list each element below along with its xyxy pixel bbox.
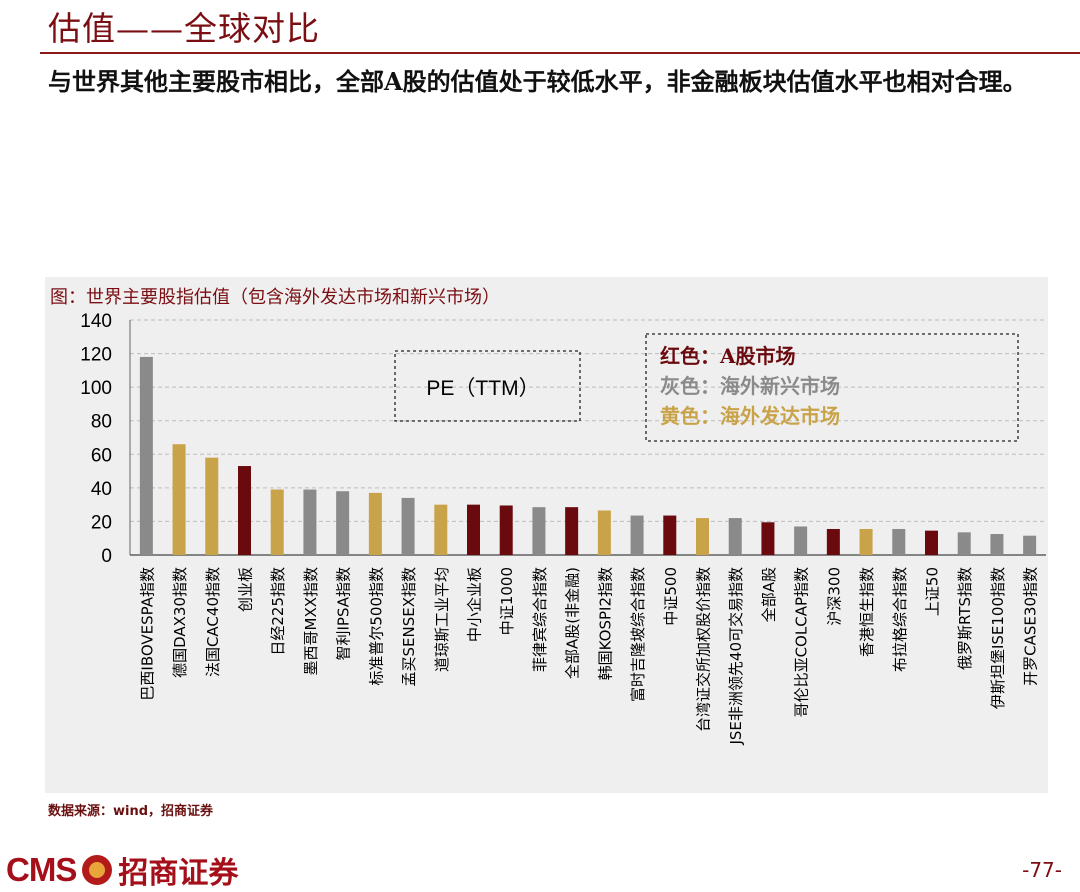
bar <box>467 504 480 555</box>
x-category-label: 上证50 <box>924 567 942 616</box>
bar <box>925 530 938 555</box>
bar <box>859 528 873 555</box>
x-category-label: 台湾证交所加权股价指数 <box>695 567 713 732</box>
x-category-label: 智利IPSA指数 <box>335 567 353 661</box>
bar <box>957 532 971 555</box>
x-category-label: 布拉格综合指数 <box>891 567 909 672</box>
x-category-label: 墨西哥MXX指数 <box>302 567 320 676</box>
x-category-label: 开罗CASE30指数 <box>1022 567 1040 686</box>
brand-cms-text: CMS <box>6 851 77 888</box>
x-category-label: 哥伦比亚COLCAP指数 <box>793 567 811 717</box>
bar <box>892 528 906 555</box>
bar <box>565 507 579 555</box>
data-source: 数据来源：wind，招商证券 <box>48 804 214 819</box>
bar <box>826 528 840 555</box>
page-subtitle: 与世界其他主要股市相比，全部A股的估值处于较低水平，非金融板块估值水平也相对合理… <box>48 67 1027 96</box>
legend-entry: 灰色：海外新兴市场 <box>660 374 840 398</box>
brand-logo: CMS 招商证券 <box>6 848 238 892</box>
x-category-label: JSE非洲领先40可交易指数 <box>727 567 745 746</box>
x-category-label: 全部A股(非金融) <box>564 567 582 679</box>
legend-box <box>645 333 1019 442</box>
legend-text: 海外发达市场 <box>720 404 840 428</box>
bar <box>532 507 546 555</box>
bar <box>728 518 742 555</box>
legend-text: 海外新兴市场 <box>720 374 840 398</box>
x-category-label: 道琼斯工业平均 <box>433 567 451 672</box>
bar <box>368 492 382 555</box>
page-number: -77- <box>1022 858 1062 882</box>
y-tick-label: 100 <box>80 378 112 399</box>
bar <box>761 522 775 555</box>
bar <box>238 466 251 555</box>
page-title: 估值——全球对比 <box>48 9 320 48</box>
x-category-label: 香港恒生指数 <box>858 567 876 657</box>
y-tick-label: 80 <box>91 412 112 433</box>
bar <box>990 534 1004 555</box>
bar <box>499 505 513 555</box>
y-tick-label: 20 <box>91 512 112 533</box>
bar <box>434 504 448 555</box>
y-tick-label: 0 <box>101 546 112 567</box>
legend-label: 黄色： <box>660 404 720 428</box>
bar <box>303 489 317 555</box>
x-category-label: 沪深300 <box>825 567 843 626</box>
x-category-label: 德国DAX30指数 <box>171 567 189 678</box>
bar <box>205 457 219 555</box>
title-divider <box>40 52 1080 54</box>
bar <box>401 497 415 555</box>
bar <box>336 491 350 555</box>
legend-text: A股市场 <box>719 344 796 368</box>
x-category-label: 日经225指数 <box>269 567 287 656</box>
chart-title: 图：世界主要股指估值（包含海外发达市场和新兴市场） <box>50 287 500 308</box>
y-tick-label: 120 <box>80 345 112 366</box>
x-category-label: 韩国KOSPI2指数 <box>596 567 614 680</box>
y-tick-label: 140 <box>80 311 112 332</box>
bar <box>794 526 808 555</box>
x-category-label: 法国CAC40指数 <box>204 567 222 677</box>
y-tick-label: 60 <box>91 445 112 466</box>
bar <box>139 356 153 555</box>
bar <box>630 515 644 555</box>
bar <box>696 518 709 555</box>
x-category-label: 中证500 <box>662 567 680 626</box>
x-category-label: 中证1000 <box>498 567 516 635</box>
bar <box>663 515 677 555</box>
x-category-label: 标准普尔500指数 <box>367 567 385 686</box>
brand-name-text: 招商证券 <box>118 856 239 891</box>
brand-emblem-icon <box>82 855 113 885</box>
y-tick-label: 40 <box>91 479 112 500</box>
bar <box>270 489 284 555</box>
legend-entry: 黄色：海外发达市场 <box>660 404 840 428</box>
legend-label: 灰色： <box>660 374 720 398</box>
annotation-text: PE（TTM） <box>426 377 539 400</box>
x-category-label: 巴西IBOVESPA指数 <box>138 567 156 701</box>
x-category-label: 俄罗斯RTS指数 <box>956 567 974 670</box>
bar <box>172 444 186 555</box>
x-category-label: 菲律宾综合指数 <box>531 567 549 672</box>
annotation-box <box>394 350 581 422</box>
legend-label: 红色： <box>660 344 720 368</box>
legend-entry: 红色：A股市场 <box>660 344 796 368</box>
x-category-label: 富时吉隆坡综合指数 <box>629 567 647 702</box>
x-category-label: 创业板 <box>237 567 255 612</box>
x-category-label: 全部A股 <box>760 567 778 622</box>
x-category-label: 伊斯坦堡ISE100指数 <box>989 567 1007 709</box>
x-category-label: 孟买SENSEX指数 <box>400 567 418 687</box>
bar <box>1023 535 1037 555</box>
bar <box>597 510 611 555</box>
x-category-label: 中小企业板 <box>466 567 484 642</box>
